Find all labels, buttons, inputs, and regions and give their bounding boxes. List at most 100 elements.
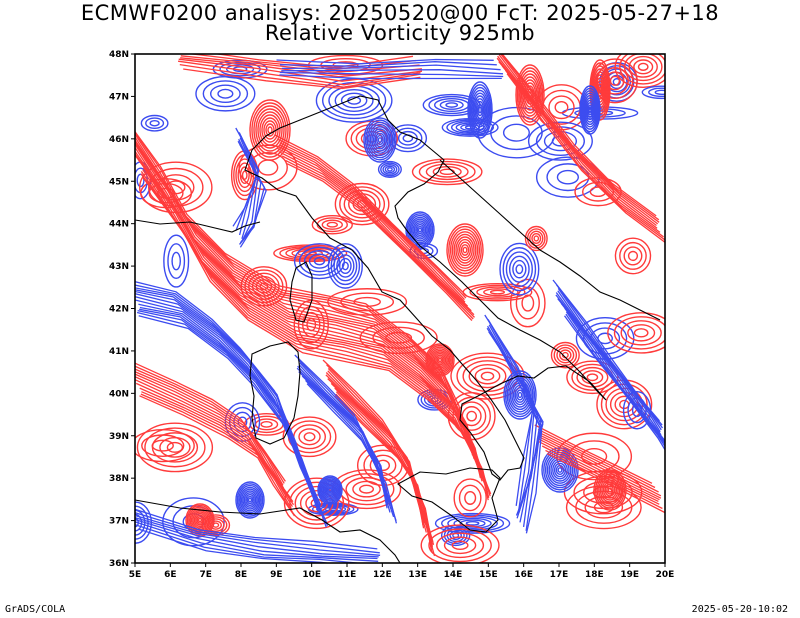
vorticity-contour bbox=[274, 134, 468, 297]
vorticity-cell bbox=[465, 521, 480, 526]
y-tick-label: 46N bbox=[109, 135, 129, 145]
vorticity-cell bbox=[334, 182, 390, 226]
vorticity-cell bbox=[193, 512, 207, 528]
vorticity-cell bbox=[374, 132, 386, 148]
vorticity-cell bbox=[261, 117, 279, 143]
vorticity-cell bbox=[434, 512, 511, 534]
vorticity-cell bbox=[240, 488, 260, 512]
x-tick-label: 10E bbox=[302, 570, 321, 580]
vorticity-contour bbox=[239, 137, 257, 239]
vorticity-cell bbox=[475, 100, 485, 120]
x-tick-label: 15E bbox=[479, 570, 498, 580]
vorticity-contour bbox=[135, 368, 284, 486]
vorticity-cell bbox=[409, 216, 431, 244]
vorticity-cell bbox=[480, 371, 495, 381]
vorticity-cell bbox=[502, 247, 537, 292]
vorticity-cell bbox=[606, 485, 614, 495]
vorticity-contour bbox=[539, 432, 659, 493]
vorticity-cell bbox=[436, 356, 444, 364]
vorticity-cell bbox=[328, 487, 332, 493]
vorticity-cell bbox=[596, 473, 624, 507]
vorticity-cell bbox=[238, 484, 262, 516]
vorticity-cell bbox=[476, 286, 519, 298]
vorticity-cell bbox=[265, 123, 275, 137]
vorticity-cell bbox=[303, 250, 336, 273]
x-tick-label: 20E bbox=[656, 570, 675, 580]
corsica-coastline bbox=[289, 261, 313, 323]
vorticity-cell bbox=[474, 367, 501, 385]
vorticity-cell bbox=[380, 162, 400, 177]
vorticity-cell bbox=[410, 218, 430, 242]
vorticity-cell bbox=[319, 478, 341, 502]
vorticity-cell bbox=[425, 163, 469, 181]
vorticity-cell bbox=[548, 456, 572, 484]
vorticity-contour bbox=[135, 142, 475, 460]
vorticity-cell bbox=[294, 485, 339, 521]
vorticity-cell bbox=[518, 70, 542, 120]
vorticity-contour bbox=[238, 135, 258, 236]
vorticity-cell bbox=[328, 85, 380, 116]
vorticity-cell bbox=[163, 234, 190, 288]
vorticity-cell bbox=[556, 169, 579, 185]
vorticity-cell bbox=[188, 506, 212, 534]
vorticity-cell bbox=[339, 257, 352, 275]
y-tick-label: 42N bbox=[109, 305, 129, 315]
vorticity-cell bbox=[255, 108, 285, 152]
vorticity-cell bbox=[192, 511, 208, 529]
vorticity-cell bbox=[420, 524, 500, 563]
vorticity-cell bbox=[580, 87, 600, 133]
vorticity-contour bbox=[139, 308, 325, 520]
vorticity-contour bbox=[537, 428, 656, 489]
vorticity-cell bbox=[303, 432, 316, 442]
vorticity-contour bbox=[183, 68, 421, 90]
vorticity-cell bbox=[462, 246, 468, 254]
balkan-coastline bbox=[439, 159, 661, 321]
vorticity-cell bbox=[195, 514, 205, 526]
vorticity-contour bbox=[281, 155, 475, 318]
vorticity-cell bbox=[458, 241, 472, 259]
x-tick-label: 18E bbox=[585, 570, 604, 580]
vorticity-contour bbox=[135, 131, 468, 437]
vorticity-cell bbox=[416, 225, 424, 235]
vorticity-cell bbox=[589, 59, 611, 121]
vorticity-cell bbox=[451, 540, 469, 551]
vorticity-cell bbox=[159, 437, 191, 458]
vorticity-cell bbox=[555, 464, 565, 476]
vorticity-cell bbox=[343, 189, 381, 219]
vorticity-cell bbox=[596, 80, 604, 100]
vorticity-cell bbox=[654, 89, 665, 96]
vorticity-cell bbox=[326, 486, 334, 494]
vorticity-contour bbox=[536, 437, 660, 501]
vorticity-cell bbox=[448, 225, 482, 275]
vorticity-contour bbox=[545, 449, 663, 510]
vorticity-cell bbox=[321, 219, 343, 230]
vorticity-cell bbox=[435, 354, 445, 366]
vorticity-cell bbox=[499, 242, 540, 296]
vorticity-cell bbox=[441, 514, 505, 533]
vorticity-contour bbox=[325, 374, 431, 538]
vorticity-contour bbox=[279, 71, 504, 78]
latitude-axis: 36N 37N 38N 39N 40N 41N 42N 43N 44N 45N 46N 47N 48N bbox=[109, 50, 135, 569]
vorticity-cell bbox=[323, 482, 337, 498]
vorticity-contour bbox=[537, 435, 662, 499]
vorticity-cell bbox=[253, 105, 287, 155]
y-tick-label: 38N bbox=[109, 474, 129, 484]
sardinia-coastline bbox=[249, 341, 301, 445]
vorticity-cell bbox=[324, 483, 336, 497]
vorticity-cell bbox=[243, 492, 257, 508]
vorticity-cell bbox=[576, 366, 609, 388]
vorticity-cell bbox=[228, 406, 256, 438]
vorticity-cell bbox=[449, 228, 481, 272]
vorticity-cell bbox=[581, 90, 599, 130]
vorticity-contour bbox=[504, 69, 665, 241]
vorticity-cell bbox=[368, 123, 392, 157]
vorticity-contour bbox=[500, 54, 660, 221]
vorticity-cell bbox=[318, 476, 342, 504]
vorticity-contour bbox=[135, 521, 379, 562]
vorticity-cell bbox=[418, 160, 476, 183]
vorticity-cell bbox=[415, 223, 425, 237]
vorticity-cell bbox=[322, 81, 387, 120]
vorticity-cell bbox=[411, 158, 483, 186]
vorticity-cell bbox=[609, 75, 621, 86]
